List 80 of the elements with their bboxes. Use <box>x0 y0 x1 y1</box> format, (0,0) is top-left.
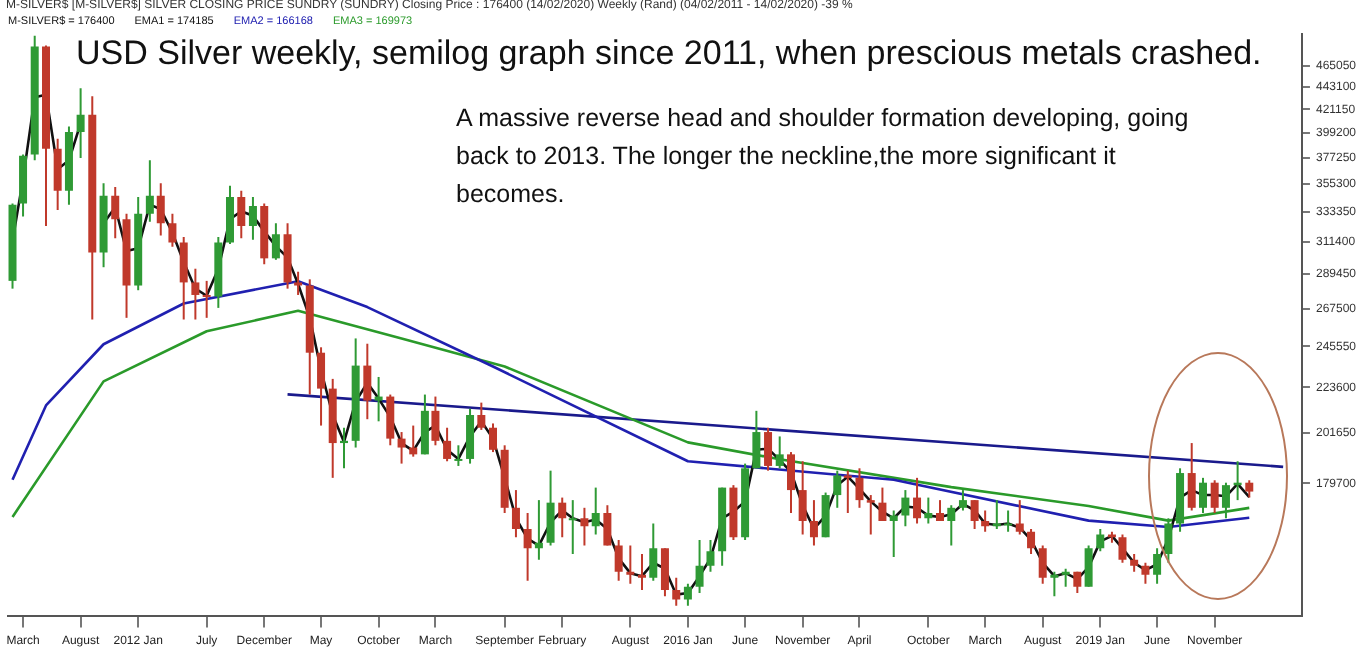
candlestick <box>970 499 979 530</box>
candlestick <box>489 422 497 454</box>
candlestick <box>1187 442 1196 512</box>
candlestick <box>878 486 887 522</box>
candlestick <box>271 222 280 261</box>
candlestick <box>672 576 681 607</box>
candlestick <box>889 509 898 558</box>
candlestick <box>179 235 188 321</box>
candlestick <box>145 159 154 223</box>
candlestick <box>1096 527 1105 553</box>
candlestick <box>683 582 692 607</box>
candlestick <box>638 553 646 591</box>
candlestick <box>821 491 830 539</box>
candlestick <box>626 544 635 585</box>
candlestick <box>1027 527 1036 556</box>
candlestick <box>466 407 475 465</box>
candlestick <box>798 460 807 536</box>
candlestick <box>53 137 62 211</box>
candlestick <box>156 182 165 237</box>
candlestick <box>855 467 864 509</box>
candlestick <box>111 185 120 240</box>
candlestick <box>958 489 967 512</box>
candlestick <box>809 499 818 547</box>
candlestick <box>168 212 177 248</box>
candlestick <box>1199 476 1207 514</box>
candlestick <box>649 522 658 582</box>
candlestick <box>420 393 429 456</box>
candlestick <box>706 538 715 573</box>
candlestick <box>913 476 922 525</box>
candlestick <box>19 153 28 218</box>
candlestick <box>1118 533 1127 564</box>
candlestick <box>248 195 257 241</box>
candlestick <box>431 395 440 447</box>
candlestick <box>833 469 842 509</box>
candlestick <box>202 279 211 319</box>
candlestick <box>614 538 623 582</box>
candlestick <box>454 444 463 467</box>
candlestick <box>294 270 303 296</box>
candlestick <box>843 469 852 514</box>
candlestick <box>374 375 383 423</box>
candlestick <box>1084 544 1093 588</box>
candlestick <box>317 346 326 427</box>
candlestick <box>947 504 956 547</box>
candlestick <box>1210 479 1219 514</box>
candlestick <box>866 494 875 536</box>
candlestick <box>76 87 85 160</box>
candlestick <box>787 451 795 514</box>
candlestick <box>764 426 773 472</box>
candlestick <box>1153 547 1162 585</box>
candlestick <box>237 189 246 240</box>
candlestick <box>568 499 577 556</box>
candlestick <box>443 426 452 463</box>
candlestick <box>660 547 669 598</box>
candlestick <box>775 435 784 470</box>
candlestick <box>1050 570 1059 598</box>
candlestick <box>695 538 704 595</box>
candlestick <box>1141 561 1150 585</box>
candlestick <box>580 506 589 547</box>
candlestick <box>752 409 761 470</box>
candlestick <box>477 401 486 431</box>
candlestick <box>981 509 990 533</box>
candlestick <box>1038 544 1047 585</box>
candlestick <box>558 496 567 539</box>
candlestick <box>1015 499 1024 536</box>
candlestick <box>386 393 395 447</box>
candlestick <box>1061 567 1070 588</box>
candlestick <box>591 486 600 536</box>
candlestick <box>603 504 612 547</box>
candlestick <box>191 267 200 321</box>
candlestick <box>363 342 372 421</box>
candlestick <box>546 469 555 547</box>
chart-title: USD Silver weekly, semilog graph since 2011, when prescious metals crashed. <box>76 34 1262 74</box>
candlestick <box>511 489 520 539</box>
candlestick <box>936 499 944 522</box>
candlestick <box>225 184 234 245</box>
candlestick <box>924 496 933 525</box>
candlestick <box>397 431 406 465</box>
candlestick <box>523 512 532 582</box>
annotation: A massive reverse head and shoulder formation developing, going back to 2013. The longer the neckline,the more significant it becomes. <box>456 102 1191 212</box>
candlestick <box>901 489 910 528</box>
